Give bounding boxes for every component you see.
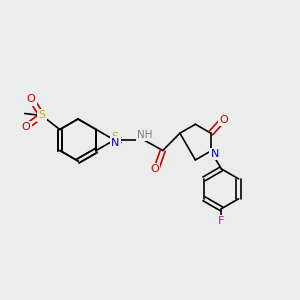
Text: S: S [111,133,118,142]
Text: O: O [219,115,228,124]
Text: O: O [21,122,30,133]
Text: S: S [38,110,45,121]
Text: F: F [218,216,224,226]
Text: NH: NH [137,130,153,140]
Text: N: N [211,149,219,159]
Text: O: O [26,94,35,104]
Text: O: O [150,164,159,174]
Text: N: N [111,137,120,148]
